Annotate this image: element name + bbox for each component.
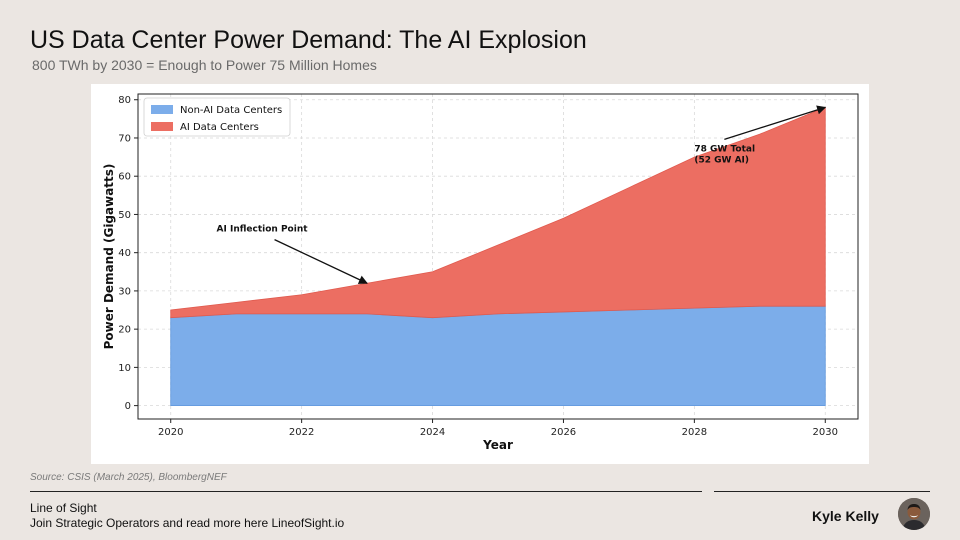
source-note: Source: CSIS (March 2025), BloombergNEF — [30, 472, 227, 483]
x-tick-label: 2024 — [420, 427, 445, 438]
footer-tagline: Join Strategic Operators and read more h… — [30, 516, 345, 530]
x-tick-label: 2022 — [289, 427, 314, 438]
brand-name: Line of Sight — [30, 501, 97, 515]
author-avatar — [898, 498, 930, 530]
legend-swatch — [151, 122, 173, 131]
area-layer — [170, 106, 826, 407]
footer-divider-left — [30, 491, 702, 492]
chart-card: 0 10 20 30 40 50 60 70 80 2020 2022 2024 2026 2028 203… — [91, 84, 869, 464]
x-axis-label: Year — [482, 438, 513, 452]
area-non-ai-data-centers — [170, 305, 826, 407]
annotations: AI Inflection Point 78 GW Total (52 GW AI) — [217, 105, 827, 284]
y-tick-label: 50 — [118, 210, 131, 221]
y-tick-label: 80 — [118, 95, 131, 106]
legend-label: AI Data Centers — [180, 122, 259, 133]
annotation-arrow — [724, 105, 827, 140]
y-tick-label: 60 — [118, 172, 131, 183]
x-tick-label: 2028 — [682, 427, 707, 438]
annotation-line: 78 GW Total — [694, 144, 755, 154]
y-tick-label: 10 — [118, 363, 131, 374]
footer-divider-right — [714, 491, 930, 492]
legend-label: Non-AI Data Centers — [180, 105, 282, 116]
annotation-line: (52 GW AI) — [694, 155, 749, 165]
annotation-arrow — [274, 239, 368, 284]
y-tick-label: 20 — [118, 325, 131, 336]
y-tick-label: 30 — [118, 286, 131, 297]
plot-frame — [137, 93, 859, 420]
y-tick-label: 40 — [118, 248, 131, 259]
legend: Non-AI Data Centers AI Data Centers — [143, 97, 291, 137]
annotation-line: AI Inflection Point — [217, 225, 309, 235]
annotation-text: AI Inflection Point — [217, 225, 309, 235]
y-tick-label: 0 — [125, 401, 131, 412]
y-axis-label: Power Demand (Gigawatts) — [102, 164, 116, 350]
author-name: Kyle Kelly — [812, 508, 879, 524]
x-tick-label: 2020 — [158, 427, 183, 438]
legend-box — [143, 97, 291, 137]
page-subtitle: 800 TWh by 2030 = Enough to Power 75 Mil… — [32, 57, 377, 73]
x-tick-label: 2030 — [813, 427, 838, 438]
legend-swatch — [151, 105, 173, 114]
page-title: US Data Center Power Demand: The AI Expl… — [30, 26, 587, 54]
x-tick-label: 2026 — [551, 427, 576, 438]
annotation-text: 78 GW Total (52 GW AI) — [694, 144, 755, 165]
y-tick-label: 70 — [118, 133, 131, 144]
